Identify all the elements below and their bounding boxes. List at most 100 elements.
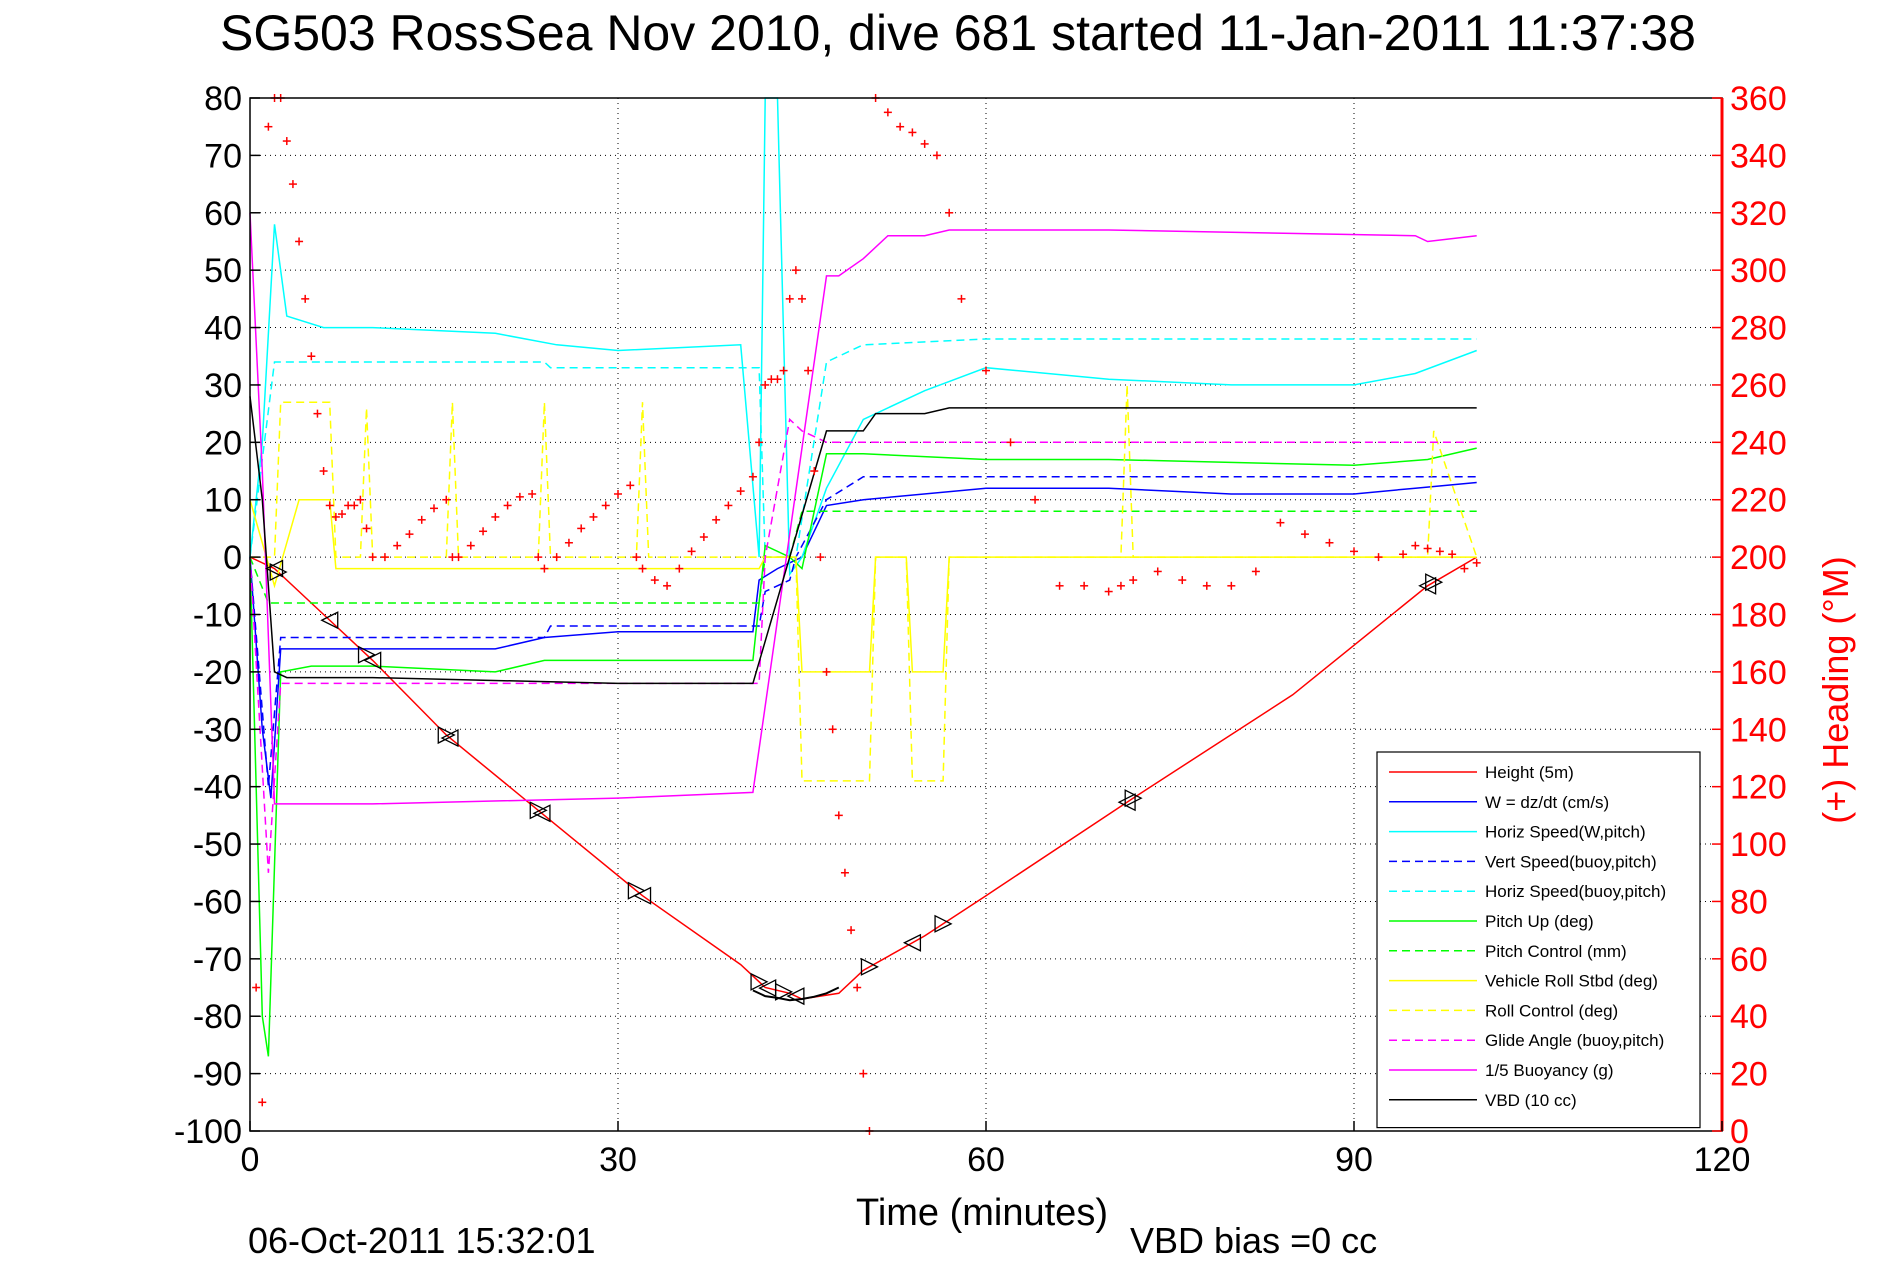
heading-marker xyxy=(816,553,825,562)
heading-marker xyxy=(301,294,310,303)
legend-entry: Roll Control (deg) xyxy=(1485,1001,1618,1020)
heading-marker xyxy=(319,467,328,476)
heading-marker xyxy=(798,294,806,303)
heading-marker xyxy=(405,530,414,539)
footer-vbd-bias: VBD bias =0 cc xyxy=(1130,1220,1377,1261)
left-tick-label: -20 xyxy=(193,654,242,692)
heading-marker xyxy=(828,725,837,734)
x-tick-label: 30 xyxy=(599,1141,637,1179)
left-tick-label: -30 xyxy=(193,711,242,749)
right-tick-label: 160 xyxy=(1730,654,1787,692)
heading-marker xyxy=(712,515,721,524)
series-line-vbd-10-cc xyxy=(249,396,1477,685)
heading-marker xyxy=(687,547,696,556)
heading-marker xyxy=(785,294,794,303)
legend-entry: W = dz/dt (cm/s) xyxy=(1485,793,1609,812)
height-triangle-marker xyxy=(320,611,339,630)
heading-marker xyxy=(564,538,573,547)
right-tick-label: 140 xyxy=(1730,711,1787,749)
heading-marker xyxy=(1116,581,1125,590)
chart-title: SG503 RossSea Nov 2010, dive 681 started… xyxy=(220,5,1696,61)
heading-marker xyxy=(804,366,813,375)
x-axis-label: Time (minutes) xyxy=(856,1192,1108,1234)
height-triangle-marker xyxy=(774,982,794,1001)
heading-marker xyxy=(810,467,819,476)
heading-marker xyxy=(859,1069,868,1078)
right-tick-label: 40 xyxy=(1730,998,1768,1036)
series-line-glide-angle-buoy-pitch xyxy=(249,417,1477,873)
left-tick-label: -40 xyxy=(193,769,242,807)
left-tick-label: -60 xyxy=(193,883,242,921)
heading-marker xyxy=(313,409,322,418)
heading-marker xyxy=(761,380,770,389)
heading-marker xyxy=(540,564,549,573)
height-triangle-marker xyxy=(633,886,652,905)
heading-marker xyxy=(356,495,365,504)
left-tick-label: 60 xyxy=(204,195,242,233)
heading-marker xyxy=(362,524,371,533)
heading-marker xyxy=(1080,581,1089,590)
heading-marker xyxy=(773,375,782,384)
legend-entry: Pitch Up (deg) xyxy=(1485,912,1594,931)
heading-marker xyxy=(1448,550,1457,559)
heading-marker xyxy=(632,553,641,562)
heading-marker xyxy=(528,489,537,498)
grid xyxy=(250,98,1722,1131)
heading-marker xyxy=(252,983,261,992)
heading-marker xyxy=(1055,581,1064,590)
left-tick-label: -100 xyxy=(174,1113,242,1151)
heading-marker xyxy=(430,504,438,513)
heading-marker xyxy=(417,515,426,524)
heading-marker xyxy=(466,541,475,550)
right-tick-label: 200 xyxy=(1730,539,1787,577)
plot-area xyxy=(249,94,1481,1135)
right-tick-label: 360 xyxy=(1730,80,1787,118)
legend-entry: 1/5 Buoyancy (g) xyxy=(1485,1061,1614,1080)
left-tick-label: -90 xyxy=(193,1056,242,1094)
heading-marker xyxy=(1350,547,1358,556)
heading-marker xyxy=(454,553,463,562)
series-lines xyxy=(249,97,1478,1057)
legend-entry: Pitch Control (mm) xyxy=(1485,942,1627,961)
left-tick-label: 20 xyxy=(204,424,242,462)
x-tick-label: 60 xyxy=(967,1141,1005,1179)
left-tick-label: -80 xyxy=(193,998,242,1036)
heading-marker xyxy=(1276,518,1285,527)
heading-marker xyxy=(1129,576,1138,585)
heading-marker xyxy=(920,139,929,148)
series-line-w-dz-dt-cm-s xyxy=(249,481,1477,799)
heading-marker xyxy=(491,512,500,521)
height-triangle-marker xyxy=(269,562,288,582)
heading-marker xyxy=(552,553,561,562)
heading-marker xyxy=(1472,558,1481,567)
heading-marker xyxy=(1006,438,1015,447)
heading-marker xyxy=(325,501,334,510)
left-tick-label: 30 xyxy=(204,367,242,405)
heading-marker xyxy=(534,553,543,562)
heading-marker xyxy=(932,151,941,160)
heading-marker xyxy=(442,495,451,504)
heading-marker xyxy=(883,108,892,117)
heading-marker xyxy=(896,122,905,131)
dive-bottom-curve xyxy=(752,986,840,1002)
right-tick-label: 240 xyxy=(1730,424,1787,462)
right-tick-label: 260 xyxy=(1730,367,1787,405)
left-tick-label: 10 xyxy=(204,482,242,520)
heading-marker xyxy=(699,533,708,542)
right-axis-ticks: 0 20 40 60 80 100 120 140 160 180 200 220 240 260 280 3… xyxy=(1712,80,1787,1151)
left-tick-label: -10 xyxy=(193,597,242,635)
legend-entry: Horiz Speed(buoy,pitch) xyxy=(1485,882,1666,901)
heading-marker xyxy=(1423,544,1432,553)
heading-marker xyxy=(503,501,512,510)
heading-marker xyxy=(1300,530,1309,539)
heading-marker xyxy=(331,512,340,521)
right-axis-label: (+) Heading (°M) xyxy=(1815,556,1856,823)
height-triangle-marker xyxy=(1425,573,1444,592)
left-axis-ticks: -100-90-80-70-60-50-40-30-20-10010203040… xyxy=(174,80,260,1151)
heading-marker xyxy=(957,294,966,303)
right-tick-label: 340 xyxy=(1730,137,1787,175)
heading-marker xyxy=(368,553,377,562)
heading-marker xyxy=(1202,581,1211,590)
heading-marker xyxy=(307,352,316,361)
series-line-1-5-buoyancy-g xyxy=(249,212,1477,805)
